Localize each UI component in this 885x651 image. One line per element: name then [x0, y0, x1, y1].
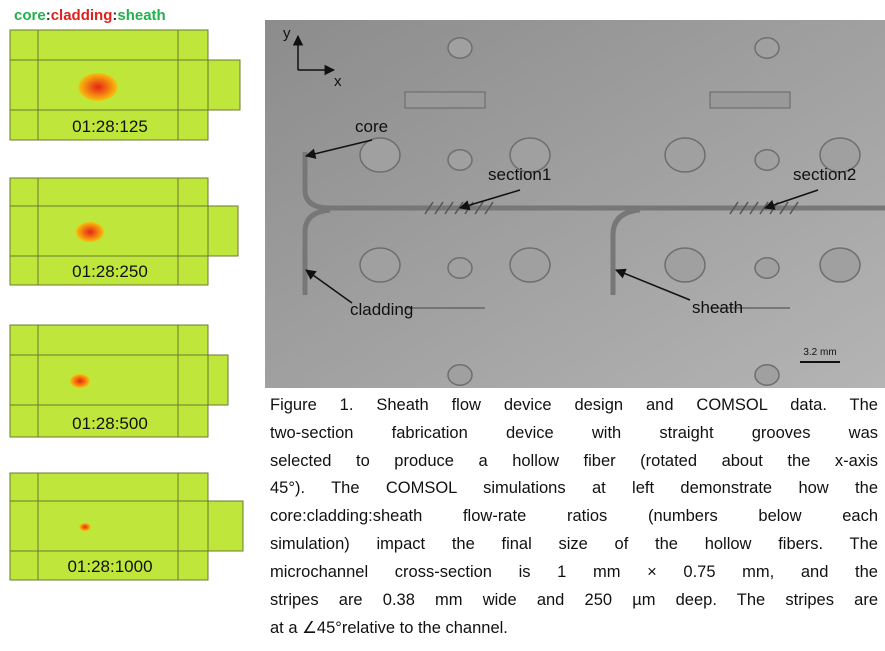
slot [710, 92, 790, 108]
axis-label: x [334, 73, 342, 90]
well [755, 38, 779, 58]
axis-label: y [283, 25, 291, 42]
caption-line: simulation) impact the final size of the… [270, 535, 878, 554]
outlet [208, 501, 243, 551]
caption-line: microchannel cross-section is 1 mm × 0.7… [270, 563, 878, 582]
ratio-label: 01:28:500 [72, 414, 148, 433]
well [755, 365, 779, 385]
image-label: sheath [692, 298, 743, 317]
ratio-label: 01:28:1000 [67, 557, 152, 576]
device-image [265, 20, 885, 388]
well [820, 248, 860, 282]
well [755, 258, 779, 278]
page: core:cladding:sheath 01:28:12501:28:2500… [0, 0, 885, 651]
caption-line: Figure 1. Sheath flow device design and … [270, 396, 878, 415]
well [448, 258, 472, 278]
slot [405, 92, 485, 108]
well [448, 38, 472, 58]
well [510, 248, 550, 282]
image-label: section1 [488, 165, 551, 184]
flow-blob [79, 523, 90, 531]
outlet [208, 60, 240, 110]
simulations: 01:28:125 01:28:250 01:28:500 01:28:1000 [10, 30, 243, 580]
flow-blob [70, 374, 90, 388]
well [448, 365, 472, 385]
caption-line: 45°). The COMSOL simulations at left dem… [270, 479, 878, 498]
header-part: cladding [51, 7, 113, 24]
outlet [208, 355, 228, 405]
header-part: core [14, 7, 46, 24]
outlet [208, 206, 238, 256]
caption-line: at a ∠45°relative to the channel. [270, 618, 878, 638]
well [448, 150, 472, 170]
flow-blob [78, 73, 117, 101]
well [755, 150, 779, 170]
image-label: cladding [350, 300, 413, 319]
caption-line: core:cladding:sheath flow-rate ratios (n… [270, 507, 878, 526]
well [360, 248, 400, 282]
well [665, 138, 705, 172]
image-label: section2 [793, 165, 856, 184]
well [665, 248, 705, 282]
caption-line: selected to produce a hollow fiber (rota… [270, 452, 878, 471]
ratio-label: 01:28:250 [72, 262, 148, 281]
header-part: sheath [117, 7, 165, 24]
simulation-panel: 01:28:250 [10, 178, 238, 285]
flow-blob [76, 222, 104, 242]
ratio-label: 01:28:125 [72, 117, 148, 136]
image-label: core [355, 117, 388, 136]
caption-line: two-section fabrication device with stra… [270, 424, 878, 443]
caption-line: stripes are 0.38 mm wide and 250 µm deep… [270, 591, 878, 610]
simulation-panel: 01:28:1000 [10, 473, 243, 580]
well [360, 138, 400, 172]
simulation-panel: 01:28:500 [10, 325, 228, 437]
header: core:cladding:sheath [14, 7, 166, 24]
simulation-panel: 01:28:125 [10, 30, 240, 140]
scale-bar-label: 3.2 mm [803, 347, 836, 358]
